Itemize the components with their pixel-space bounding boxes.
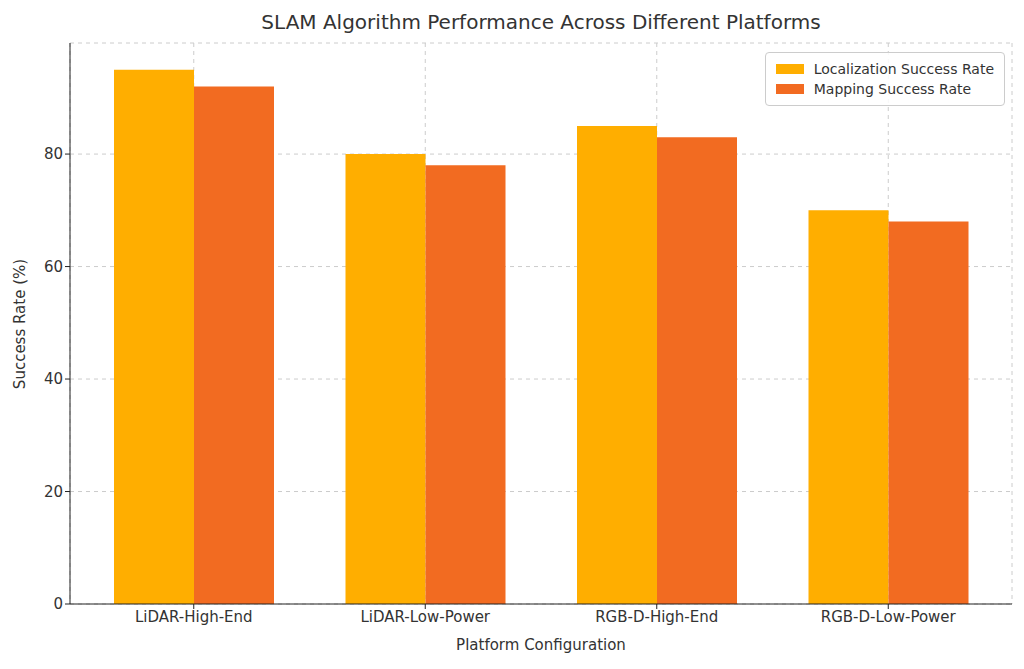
- html-text:Localization Success Rate: Localization Success Rate: [813, 61, 994, 77]
- svg-text:60: 60: [44, 258, 63, 276]
- svg-text:40: 40: [44, 370, 63, 388]
- svg-text:LiDAR-Low-Power: LiDAR-Low-Power: [360, 608, 490, 626]
- svg-text:80: 80: [44, 145, 63, 163]
- svg-text:0: 0: [53, 595, 63, 613]
- html-text:Platform Configuration: Platform Configuration: [456, 636, 626, 654]
- svg-text:LiDAR-High-End: LiDAR-High-End: [135, 608, 253, 626]
- html-text:Success Rate (%): Success Rate (%): [11, 258, 29, 390]
- svg-text:RGB-D-High-End: RGB-D-High-End: [595, 608, 718, 626]
- svg-text:RGB-D-Low-Power: RGB-D-Low-Power: [821, 608, 957, 626]
- html-text:SLAM Algorithm Performance Acr: SLAM Algorithm Performance Across Differ…: [261, 10, 821, 34]
- html-text:Mapping Success Rate: Mapping Success Rate: [813, 81, 972, 97]
- svg-text:20: 20: [44, 483, 63, 501]
